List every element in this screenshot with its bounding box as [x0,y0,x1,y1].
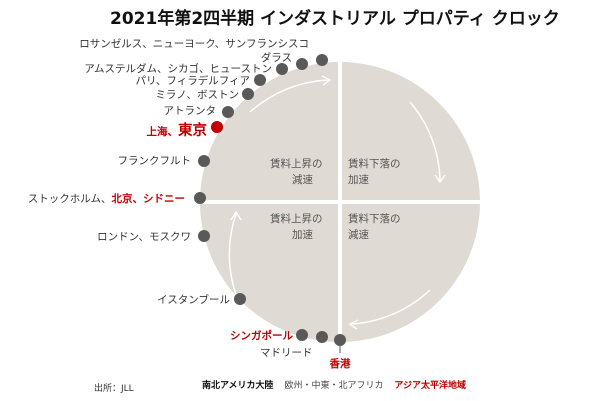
legend-apac: アジア太平洋地域 [394,381,466,391]
label-atlanta: アトランタ [164,105,217,117]
clockwise-arrows [228,75,446,330]
marker-frankfurt [198,155,210,167]
label-ams-chi-hou: アムステルダム、シカゴ、ヒューストン [84,62,272,75]
region-legend: 南北アメリカ大陸 欧州・中東・北アフリカ アジア太平洋地域 [202,378,474,391]
label-istanbul: イスタンブール [157,293,230,306]
marker-stockholm-beijing-sydney [194,192,206,204]
legend-americas: 南北アメリカ大陸 [202,381,274,391]
market-markers [194,54,346,346]
label-la-ny-sf: ロサンゼルス、ニューヨーク、サンフランシスコ [79,38,309,50]
marker-madrid [316,331,328,343]
phase-top-right-line1: 賃料下落の [348,157,401,170]
marker-hongkong [334,334,346,346]
label-shanghai: 上海、 [147,125,179,138]
source-note: 出所：JLL [94,384,134,394]
arrow-top [249,79,329,113]
label-tokyo: 東京 [178,121,207,139]
phase-top-left-line2: 減速 [292,173,313,186]
label-singapore: シンガポール [230,329,293,342]
phase-bottom-left-line1: 賃料上昇の [270,212,323,225]
marker-mil-bos [242,88,254,100]
phase-top-right-line2: 加速 [348,174,369,186]
marker-london-moscow [198,230,210,242]
marker-shanghai-tokyo [211,121,223,133]
label-frankfurt: フランクフルト [118,155,192,167]
legend-emea: 欧州・中東・北アフリカ [284,381,384,391]
phase-bottom-right-line1: 賃料下落の [348,212,401,225]
label-stockholm-beijing-sydney: ストックホルム、北京、シドニー [28,192,185,205]
marker-dallas [296,58,308,70]
phase-bottom-right-line2: 減速 [348,228,369,241]
label-paris-phi: パリ、フィラデルフィア [136,74,250,87]
label-shanghai-tokyo: 上海、東京 [147,121,208,139]
arrow-left [228,213,239,301]
marker-istanbul [234,293,246,305]
marker-atlanta [222,106,234,118]
label-mil-bos: ミラノ、ボストン [155,89,239,101]
label-dallas: ダラス [261,51,292,64]
marker-singapore [296,329,308,341]
marker-paris-phi [254,74,266,86]
arrow-bottom [351,289,431,325]
label-london-moscow: ロンドン、モスクワ [97,231,191,243]
phase-bottom-left-line2: 加速 [292,229,313,241]
label-beijing-sydney: 北京、シドニー [112,192,186,205]
chart-title: 2021年第2四半期 インダストリアル プロパティ クロック [110,9,560,29]
label-hongkong: 香港 [329,357,351,370]
label-stockholm: ストックホルム、 [28,193,112,205]
arrow-right [409,101,441,181]
phase-top-left-line1: 賃料上昇の [270,157,323,170]
label-madrid: マドリード [260,347,313,359]
marker-la-ny-sf [316,54,328,66]
marker-ams-chi-hou [276,63,288,75]
